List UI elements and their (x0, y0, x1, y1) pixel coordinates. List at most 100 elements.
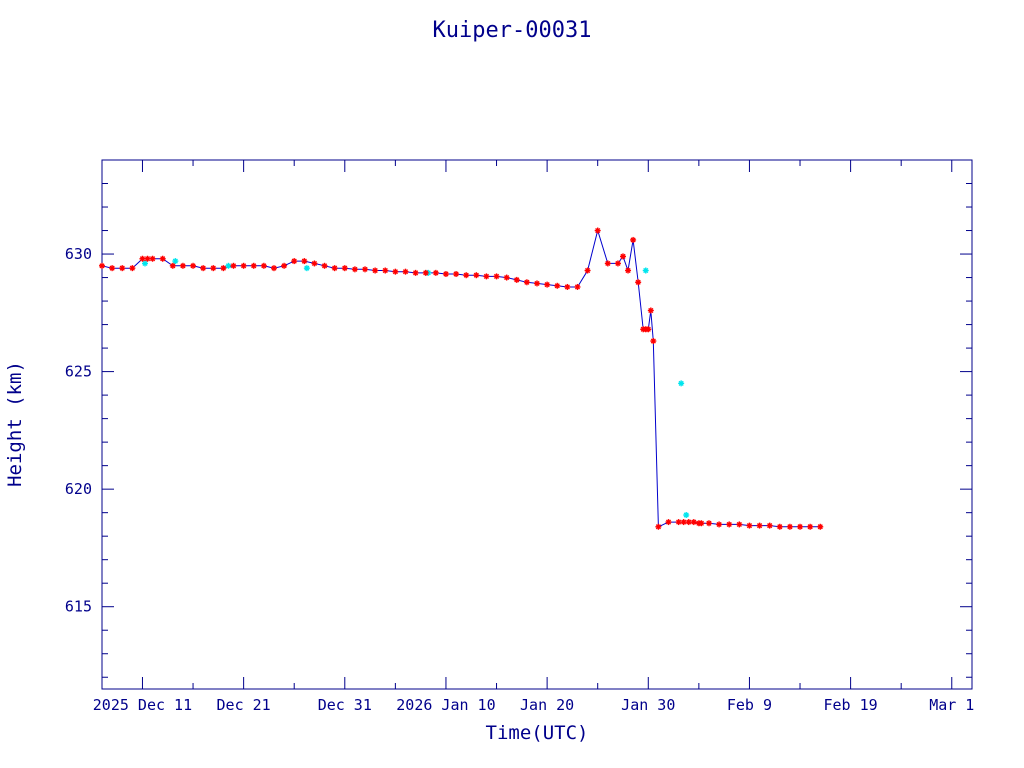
red-data-point (473, 272, 480, 279)
red-data-point (736, 521, 743, 528)
red-data-point (250, 262, 257, 269)
red-data-point (270, 265, 277, 272)
red-data-point (210, 265, 217, 272)
red-data-point (442, 271, 449, 278)
red-data-point (149, 255, 156, 262)
red-data-point (109, 265, 116, 272)
red-data-point (523, 279, 530, 286)
x-tick-label: Jan 20 (520, 696, 574, 714)
red-data-point (726, 521, 733, 528)
cyan-data-point (642, 267, 649, 274)
red-data-point (584, 267, 591, 274)
red-data-point (139, 255, 146, 262)
x-tick-label: 2026 Jan 10 (396, 696, 495, 714)
red-data-point (331, 265, 338, 272)
x-tick-label: Mar 1 (929, 696, 974, 714)
red-data-point (281, 262, 288, 269)
red-data-point (321, 262, 328, 269)
red-data-point (362, 266, 369, 273)
cyan-data-point (678, 380, 685, 387)
red-data-point (716, 521, 723, 528)
red-data-point (483, 273, 490, 280)
red-data-point (260, 262, 267, 269)
y-axis: 615 620 625 630 (65, 159, 972, 678)
red-data-point (351, 266, 358, 273)
red-data-point (797, 523, 804, 530)
red-data-point (614, 260, 621, 267)
x-tick-label: Feb 9 (727, 696, 772, 714)
red-data-point (200, 265, 207, 272)
red-data-point (463, 272, 470, 279)
red-data-point (99, 262, 105, 269)
red-data-point (650, 338, 657, 345)
red-data-point (776, 523, 783, 530)
red-data-point (604, 260, 611, 267)
red-data-point (625, 267, 632, 274)
red-data-point (453, 271, 460, 278)
y-tick-label: 630 (65, 245, 92, 263)
red-data-point (705, 520, 712, 527)
red-data-point (382, 267, 389, 274)
red-data-point (647, 307, 654, 314)
x-tick-label: Dec 21 (217, 696, 271, 714)
red-data-point (680, 519, 687, 526)
red-data-point (159, 255, 166, 262)
red-data-point (655, 523, 662, 530)
chart-title: Kuiper-00031 (433, 18, 592, 43)
red-data-point (422, 269, 429, 276)
cyan-data-point (172, 258, 179, 265)
x-axis-title: Time(UTC) (486, 722, 589, 744)
red-data-point (564, 283, 571, 290)
cyan-data-point (141, 260, 148, 267)
x-axis: 2025 Dec 11 Dec 21 Dec 31 2026 Jan 10 Jan 20… (93, 160, 974, 714)
y-tick-label: 620 (65, 480, 92, 498)
red-data-point (402, 268, 409, 275)
red-data-point (619, 253, 626, 260)
red-data-point (746, 522, 753, 529)
red-data-point (372, 267, 379, 274)
red-data-point (594, 227, 601, 234)
height-series-line (101, 228, 821, 528)
red-data-point (432, 269, 439, 276)
x-tick-label: Jan 30 (621, 696, 675, 714)
y-axis-title: Height (km) (4, 361, 26, 487)
red-data-point (179, 262, 186, 269)
x-tick-label: Dec 31 (318, 696, 372, 714)
red-data-point (698, 520, 705, 527)
red-data-point (503, 274, 510, 281)
red-data-point (807, 523, 814, 530)
red-data-point (817, 523, 824, 530)
y-tick-label: 615 (65, 598, 92, 616)
cyan-data-point (225, 262, 232, 269)
red-data-point (190, 262, 197, 269)
cyan-data-point (303, 265, 310, 272)
red-data-point (786, 523, 793, 530)
red-data-point (119, 265, 126, 272)
red-data-point (690, 519, 697, 526)
red-data-point (766, 522, 773, 529)
red-data-point (230, 262, 237, 269)
plot-frame (101, 159, 973, 690)
red-data-point (544, 281, 551, 288)
x-tick-label: 2025 Dec 11 (93, 696, 192, 714)
red-data-point (301, 258, 308, 265)
red-data-point (412, 269, 419, 276)
red-data-point (392, 268, 399, 275)
red-data-point (144, 255, 151, 262)
red-data-point (169, 262, 176, 269)
red-data-point (630, 236, 637, 243)
red-data-point (311, 260, 318, 267)
red-data-point (513, 276, 520, 283)
red-data-point (675, 519, 682, 526)
red-data-point (493, 273, 500, 280)
x-tick-label: Feb 19 (824, 696, 878, 714)
red-data-point (341, 265, 348, 272)
red-data-point (645, 326, 652, 333)
red-data-point (685, 519, 692, 526)
red-data-point (635, 279, 642, 286)
red-data-point (220, 265, 227, 272)
red-data-point (665, 519, 672, 526)
red-data-point (291, 258, 298, 265)
data-markers (99, 227, 824, 530)
